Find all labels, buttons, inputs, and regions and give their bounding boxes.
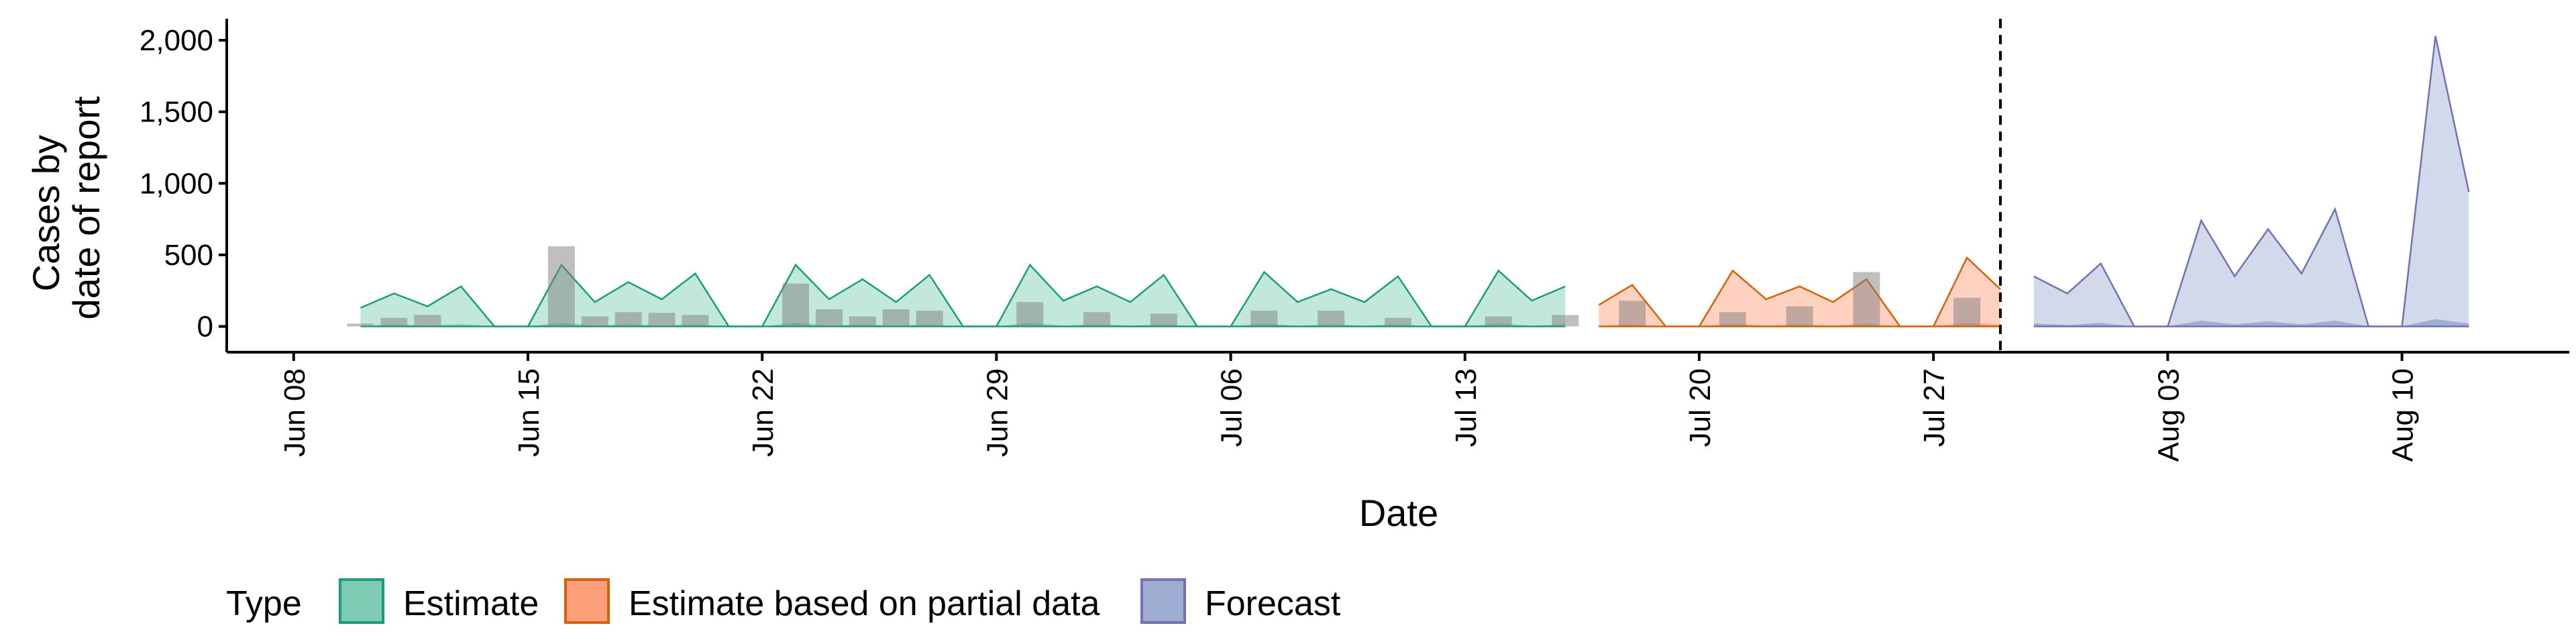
series-estimate-based-on-partial-data-outer-band xyxy=(1599,258,2000,327)
observed-bar xyxy=(1953,297,1981,327)
observed-bar xyxy=(1552,315,1579,327)
observed-bar xyxy=(849,316,876,327)
observed-bar xyxy=(1485,316,1512,327)
observed-bar xyxy=(1250,311,1278,327)
y-tick-label: 500 xyxy=(164,239,213,272)
x-axis-title: Date xyxy=(1359,492,1438,534)
x-tick-label: Jul 27 xyxy=(1918,368,1951,447)
legend-label: Forecast xyxy=(1205,584,1341,623)
observed-bar xyxy=(1619,301,1646,327)
observed-bar xyxy=(1385,317,1411,327)
observed-bar xyxy=(1083,312,1111,327)
x-tick-label: Jun 08 xyxy=(278,368,311,457)
x-tick-label: Aug 03 xyxy=(2152,368,2185,462)
legend-label: Estimate xyxy=(403,584,539,623)
observed-bar xyxy=(782,283,810,327)
observed-bar xyxy=(380,317,408,327)
observed-bar xyxy=(648,313,676,327)
observed-bar xyxy=(614,312,642,327)
y-tick-label: 2,000 xyxy=(140,24,213,57)
x-tick-label: Jul 06 xyxy=(1216,368,1248,447)
observed-bar xyxy=(547,246,575,327)
observed-bar xyxy=(1853,272,1880,327)
y-axis-title-line-2: date of report xyxy=(65,96,107,320)
observed-bar xyxy=(815,309,843,327)
x-axis-ticks: Jun 08 Jun 15 Jun 22 Jun 29 Jul 06 Jul 13 Jul … xyxy=(278,352,2420,462)
observed-bar xyxy=(581,316,608,327)
observed-bar xyxy=(414,315,441,327)
y-axis-title: Cases by date of report xyxy=(25,96,107,320)
y-tick-label: 1,500 xyxy=(140,96,213,129)
legend-swatch xyxy=(1140,578,1186,624)
observed-bar xyxy=(1016,302,1044,327)
series-forecast-outer-band xyxy=(2033,36,2469,327)
observed-bars xyxy=(347,246,1981,327)
legend-swatch xyxy=(564,578,610,624)
legend-swatch xyxy=(339,578,384,624)
series-forecast-inner-band xyxy=(2033,319,2469,327)
legend: Type Estimate Estimate based on partial d… xyxy=(226,578,1341,624)
observed-bar xyxy=(882,309,910,327)
observed-bar xyxy=(682,315,709,327)
x-tick-label: Jun 29 xyxy=(981,368,1014,457)
legend-label: Estimate based on partial data xyxy=(629,584,1100,623)
observed-bar xyxy=(1786,306,1813,327)
y-axis-ticks: 0 500 1,000 1,500 2,000 xyxy=(140,24,227,343)
observed-bar xyxy=(1318,311,1345,327)
x-tick-label: Jul 13 xyxy=(1450,368,1483,447)
observed-bar xyxy=(916,311,943,327)
observed-bar xyxy=(1719,312,1746,327)
y-axis-title-line-1: Cases by xyxy=(25,135,67,291)
x-tick-label: Jun 15 xyxy=(513,368,545,457)
x-tick-label: Jul 20 xyxy=(1684,368,1717,447)
legend-title: Type xyxy=(226,584,302,623)
observed-bar xyxy=(1150,313,1177,327)
y-tick-label: 1,000 xyxy=(140,167,213,200)
observed-bar xyxy=(347,323,374,327)
y-tick-label: 0 xyxy=(197,311,213,343)
x-tick-label: Jun 22 xyxy=(747,368,780,457)
x-tick-label: Aug 10 xyxy=(2387,368,2420,462)
